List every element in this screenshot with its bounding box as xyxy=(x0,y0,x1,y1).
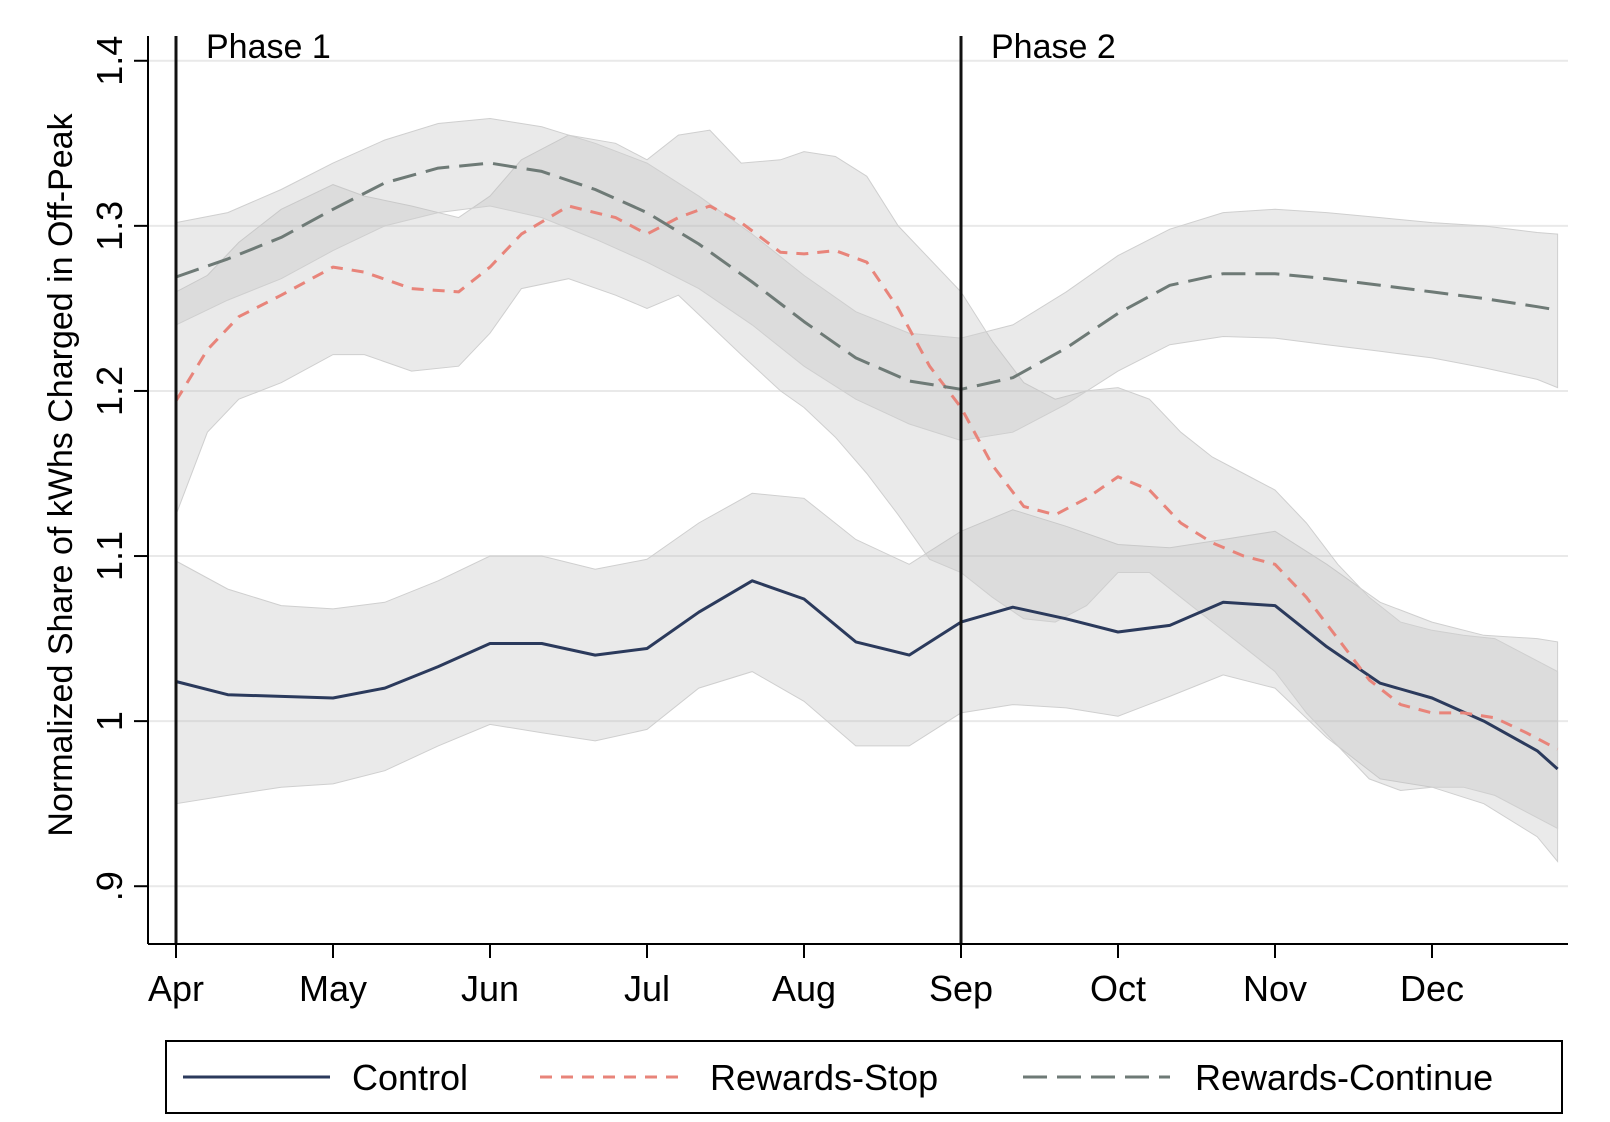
phase-label-2: Phase 2 xyxy=(991,28,1116,66)
axes: .9 1 1.1 1.2 1.3 1.4 Apr May Jun Jul Aug Sep Oct Nov D… xyxy=(89,36,1568,1009)
x-tick-label-5: Sep xyxy=(929,968,993,1009)
legend-box xyxy=(165,1040,1563,1114)
x-tick-label-4: Aug xyxy=(772,968,836,1009)
confidence-bands xyxy=(175,117,1559,863)
y-tick-label-0: .9 xyxy=(89,871,130,901)
series-line-rewards-continue xyxy=(175,161,1558,391)
x-tick-label-2: Jun xyxy=(461,968,519,1009)
phase-markers: Phase 1 Phase 2 xyxy=(174,28,1116,944)
series-line-rewards-stop xyxy=(174,204,1559,751)
ci-band-rewards-stop xyxy=(175,129,1559,830)
legend-item-rewards-continue: Rewards-Continue xyxy=(1023,1057,1493,1098)
y-tick-label-3: 1.2 xyxy=(89,366,130,416)
series-line-control xyxy=(175,579,1559,771)
legend-label-rewards-stop: Rewards-Stop xyxy=(710,1057,938,1098)
x-tick-label-3: Jul xyxy=(624,968,670,1009)
legend-item-rewards-stop: Rewards-Stop xyxy=(540,1057,938,1098)
x-tick-label-6: Oct xyxy=(1090,968,1146,1009)
ci-band-control xyxy=(175,492,1559,863)
y-tick-label-5: 1.4 xyxy=(89,36,130,86)
series-lines xyxy=(174,161,1559,771)
y-tick-label-2: 1.1 xyxy=(89,531,130,581)
x-tick-label-1: May xyxy=(299,968,367,1009)
x-tick-label-8: Dec xyxy=(1400,968,1464,1009)
y-tick-label-4: 1.3 xyxy=(89,201,130,251)
legend: Control Rewards-Stop Rewards-Continue xyxy=(165,1040,1563,1114)
ci-band-rewards-continue xyxy=(175,117,1559,442)
legend-item-control: Control xyxy=(183,1057,468,1098)
x-tick-label-7: Nov xyxy=(1243,968,1307,1009)
phase-label-1: Phase 1 xyxy=(206,28,331,66)
y-axis-label: Normalized Share of kWhs Charged in Off-… xyxy=(42,112,80,836)
legend-label-rewards-continue: Rewards-Continue xyxy=(1195,1057,1493,1098)
x-tick-label-0: Apr xyxy=(148,968,204,1009)
y-tick-label-1: 1 xyxy=(89,711,130,731)
legend-label-control: Control xyxy=(352,1057,468,1098)
